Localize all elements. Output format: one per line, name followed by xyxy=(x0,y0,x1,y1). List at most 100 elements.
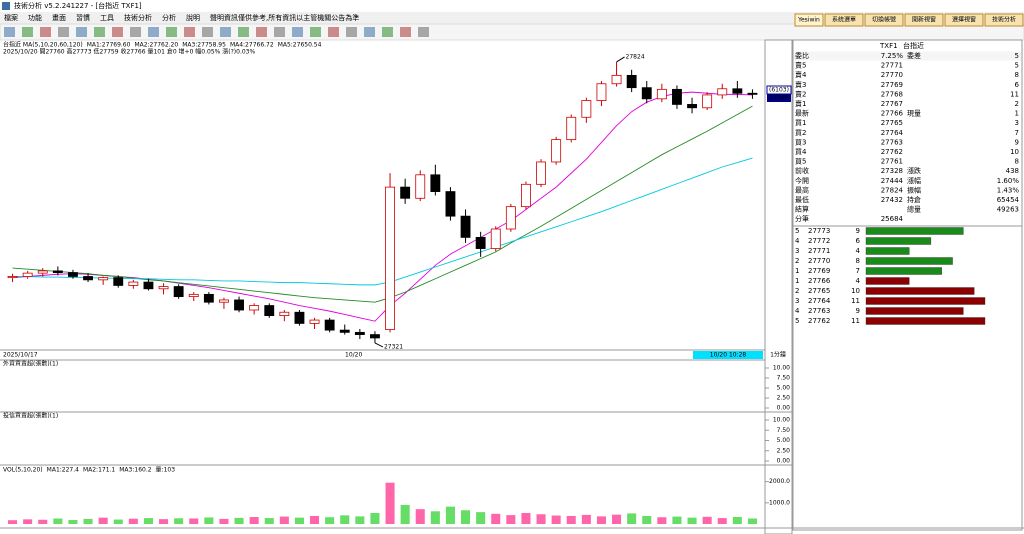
top-button[interactable] xyxy=(824,13,864,27)
quote-label: 最新 xyxy=(795,109,809,118)
volume-bar xyxy=(38,519,48,524)
depth-level: 1 xyxy=(795,277,799,285)
menu-item[interactable]: 技術分析 xyxy=(124,13,152,22)
depth-qty: 10 xyxy=(851,287,860,295)
quote-label: 今開 xyxy=(795,176,809,185)
period[interactable]: 1分鐘 xyxy=(770,351,786,359)
tool-icon[interactable] xyxy=(400,27,411,37)
tool-icon[interactable] xyxy=(130,27,141,37)
candle-body xyxy=(113,277,124,286)
candle-body xyxy=(158,286,169,290)
panel-title: 外資買賣超(張數)(1) xyxy=(3,360,58,368)
top-button[interactable] xyxy=(794,13,824,27)
tool-icon[interactable] xyxy=(364,27,375,37)
candle-body xyxy=(249,305,260,311)
depth-qty: 11 xyxy=(851,297,860,305)
depth-bar xyxy=(865,227,964,235)
top-button[interactable] xyxy=(864,13,904,27)
top-button-label[interactable]: 系統選單 xyxy=(832,16,856,24)
tool-icon[interactable] xyxy=(382,27,393,37)
volume-bar xyxy=(8,520,18,524)
depth-level: 2 xyxy=(795,287,799,295)
candle-body xyxy=(747,92,758,95)
tool-icon[interactable] xyxy=(184,27,195,37)
quote-header: TXF1 xyxy=(879,42,898,50)
quote-label: 賣2 xyxy=(795,89,806,98)
quote-value: 27824 xyxy=(881,186,904,194)
menu-item[interactable]: 分析 xyxy=(162,13,176,22)
tool-icon[interactable] xyxy=(76,27,87,37)
depth-level: 3 xyxy=(795,297,799,305)
top-button-label[interactable]: 切換帳號 xyxy=(872,16,896,24)
tool-icon[interactable] xyxy=(22,27,33,37)
row-highlight xyxy=(794,51,1021,61)
tool-icon[interactable] xyxy=(238,27,249,37)
quote-label: 委比 xyxy=(795,51,809,60)
candle-body xyxy=(354,331,365,335)
volume-bar xyxy=(476,512,486,524)
y-tick-label: 2.50 xyxy=(777,395,791,402)
tool-icon[interactable] xyxy=(58,27,69,37)
tool-icon[interactable] xyxy=(292,27,303,37)
volume-bar xyxy=(506,515,516,524)
volume-bar xyxy=(627,513,637,524)
quote-value: 27761 xyxy=(881,158,903,166)
top-button[interactable] xyxy=(904,13,944,27)
volume-bar xyxy=(53,518,63,524)
volume-bar xyxy=(325,517,335,524)
quote-label: 結算 xyxy=(795,205,809,214)
top-button[interactable] xyxy=(984,13,1024,27)
y-tick-label: 2000.0 xyxy=(769,478,790,485)
y-tick-label: 5.00 xyxy=(777,385,791,392)
candle-body xyxy=(83,276,93,281)
candle-body xyxy=(173,286,184,298)
top-button-label[interactable]: 選擇視窗 xyxy=(952,16,976,24)
tool-icon[interactable] xyxy=(274,27,285,37)
menu-item[interactable]: 習慣 xyxy=(76,13,90,22)
quote-value: 27328 xyxy=(881,167,903,175)
tool-icon[interactable] xyxy=(148,27,159,37)
quote-label: 最低 xyxy=(795,195,809,204)
menu-item[interactable]: 功能 xyxy=(28,13,42,22)
candle-body xyxy=(385,186,395,330)
tool-icon[interactable] xyxy=(418,27,429,37)
ma-label: MA4:27766.72 xyxy=(230,42,274,49)
quote-label: 前收 xyxy=(795,166,809,175)
menu-item[interactable]: 檔案 xyxy=(4,13,18,22)
tool-icon[interactable] xyxy=(112,27,123,37)
quote-qty: 11 xyxy=(1010,90,1019,98)
tool-icon[interactable] xyxy=(328,27,339,37)
top-button-label[interactable]: 技術分析 xyxy=(992,16,1016,24)
tool-icon[interactable] xyxy=(256,27,267,37)
top-button[interactable] xyxy=(944,13,984,27)
quote-qty: 6 xyxy=(1015,81,1020,89)
volume-bar xyxy=(566,515,576,524)
high-label: 27824 xyxy=(626,53,645,60)
volume-bar xyxy=(430,511,440,524)
tool-icon[interactable] xyxy=(220,27,231,37)
quote-value: 27771 xyxy=(881,62,903,70)
menu-item[interactable]: 工具 xyxy=(100,14,114,22)
candle-body xyxy=(7,276,18,279)
tool-icon[interactable] xyxy=(4,27,15,37)
ma-label: MA2:171.1 xyxy=(83,467,115,474)
tool-icon[interactable] xyxy=(310,27,321,37)
volume-bar xyxy=(340,515,350,524)
menu-item[interactable]: 說明 xyxy=(186,13,200,22)
quote-value: 5 xyxy=(1015,52,1019,60)
menu-item[interactable]: 畫面 xyxy=(52,13,66,22)
tool-icon[interactable] xyxy=(202,27,213,37)
top-button-label[interactable]: 開新視窗 xyxy=(912,16,936,24)
tool-icon[interactable] xyxy=(40,27,51,37)
candle-body xyxy=(505,206,516,230)
top-button-label[interactable]: Yesiwin xyxy=(797,17,820,24)
candle-body xyxy=(264,305,275,316)
depth-price: 27764 xyxy=(808,297,831,305)
y-tick-label: 0.00 xyxy=(777,458,791,465)
tool-icon[interactable] xyxy=(346,27,357,37)
menu-bar xyxy=(0,12,1024,24)
tool-icon[interactable] xyxy=(166,27,177,37)
quote-qty: 8 xyxy=(1015,71,1019,79)
tool-icon[interactable] xyxy=(94,27,105,37)
candle-body xyxy=(37,270,48,274)
